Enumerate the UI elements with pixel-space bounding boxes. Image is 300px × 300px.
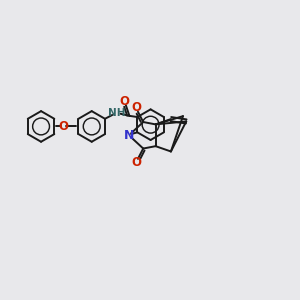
Text: N: N bbox=[124, 129, 134, 142]
Text: O: O bbox=[131, 157, 141, 169]
Text: O: O bbox=[131, 101, 141, 114]
Text: O: O bbox=[58, 120, 68, 133]
Text: O: O bbox=[120, 94, 130, 108]
Text: NH: NH bbox=[108, 109, 126, 118]
